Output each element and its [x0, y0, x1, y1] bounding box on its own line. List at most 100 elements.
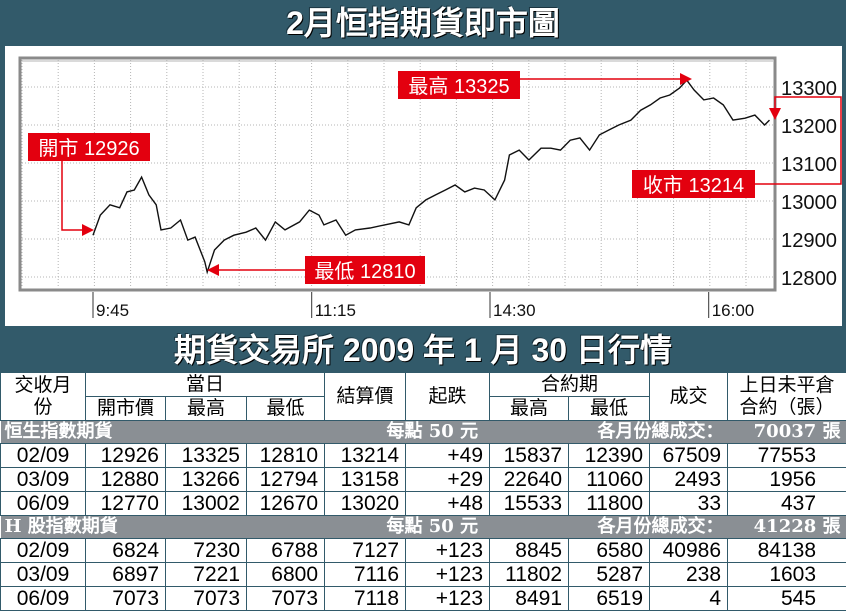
table-cell: 2493: [649, 467, 729, 492]
arrow-head-icon: [769, 108, 781, 120]
y-tick-label: 13200: [781, 116, 837, 138]
table-cell: 6824: [85, 538, 166, 563]
header-high: 最高: [165, 396, 247, 421]
table-cell: 13214: [324, 443, 407, 468]
section-title: 期貨交易所 2009 年 1 月 30 日行情: [0, 326, 846, 372]
section-row: 恒生指數期貨 每點 50 元 各月份總成交： 70037 張: [0, 420, 846, 444]
table-cell: 12770: [85, 491, 166, 516]
callouts: 開市 12926 最高 13325 最低 12810 收市 13214: [28, 71, 842, 284]
table-cell: 238: [649, 562, 729, 587]
x-tick-label: 16:00: [712, 301, 755, 320]
table-cell: 77553: [727, 443, 846, 468]
table-cell: 12670: [245, 491, 326, 516]
arrow-head-icon: [680, 73, 692, 85]
y-tick-label: 12800: [781, 268, 837, 290]
group-name: 恒生指數期貨: [0, 420, 325, 444]
callout-label: 最高 13325: [408, 75, 509, 98]
callout-box: [632, 170, 755, 198]
table-cell: 67509: [649, 443, 729, 468]
table-cell: +49: [405, 443, 491, 468]
table-row: 06/09 7073 7073 7073 7118 +123 8491 6519 4 545: [0, 586, 846, 611]
table-cell: 7127: [324, 538, 407, 563]
arrow-head-icon: [207, 264, 219, 276]
header-settle: 結算價: [324, 372, 407, 421]
header-month: 交收月份: [0, 372, 86, 421]
header-today: 當日: [84, 372, 326, 397]
table-cell: 7073: [245, 586, 326, 611]
table-cell: +29: [405, 467, 491, 492]
table-cell: 7118: [324, 586, 407, 611]
table-row: 03/09 12880 13266 12794 13158 +29 22640 11060 24…: [0, 467, 846, 492]
table-cell: 22640: [489, 467, 570, 492]
table-cell: 12810: [245, 443, 326, 468]
callout-box: [398, 71, 520, 99]
header-volume: 成交: [649, 372, 729, 421]
x-tick-label: 14:30: [493, 301, 536, 320]
table-cell: 6897: [85, 562, 166, 587]
table-row: 03/09 6897 7221 6800 7116 +123 11802 5287 238 160…: [0, 562, 846, 587]
header-low: 最低: [245, 396, 326, 421]
group-name: H 股指數期貨: [0, 515, 325, 539]
section-row: H 股指數期貨 每點 50 元 各月份總成交： 41228 張: [0, 515, 846, 539]
table-cell: 13266: [165, 467, 247, 492]
table-cell: 7073: [85, 586, 166, 611]
table-cell: 12926: [85, 443, 166, 468]
table-cell: 6519: [568, 586, 651, 611]
callout-box: [28, 133, 150, 161]
header-contract-low: 最低: [568, 396, 651, 421]
callout-label: 收市 13214: [643, 174, 744, 197]
callout-label: 最低 12810: [314, 260, 415, 283]
total-volume: 41228 張: [727, 515, 846, 539]
table-cell: 13002: [165, 491, 247, 516]
header-open: 開市價: [85, 396, 166, 421]
table-cell: 1956: [727, 467, 846, 492]
total-label: 各月份總成交：: [489, 515, 728, 539]
callout-label: 開市 12926: [38, 137, 139, 160]
table-cell: 03/09: [0, 562, 86, 587]
table-cell: 12880: [85, 467, 166, 492]
table-cell: +123: [405, 586, 491, 611]
table-cell: 11800: [568, 491, 651, 516]
table-cell: 5287: [568, 562, 651, 587]
table-cell: 13325: [165, 443, 247, 468]
table-row: 02/09 6824 7230 6788 7127 +123 8845 6580 40986 84…: [0, 538, 846, 563]
x-axis: 9:45 11:15 14:30 16:00: [92, 292, 755, 320]
futures-table: 交收月份 當日 結算價 起跌 合約期 成交 上日未平倉合約（張） 開市價 最高 …: [0, 372, 846, 611]
table-cell: 8491: [489, 586, 570, 611]
table-cell: 545: [727, 586, 846, 611]
table-cell: 13020: [324, 491, 407, 516]
arrow-head-icon: [82, 224, 94, 236]
total-volume: 70037 張: [727, 420, 846, 444]
table-cell: 7116: [324, 562, 407, 587]
table-cell: 6800: [245, 562, 326, 587]
table-cell: 1603: [727, 562, 846, 587]
price-line: [92, 79, 770, 275]
table-cell: 8845: [489, 538, 570, 563]
table-cell: 11060: [568, 467, 651, 492]
table-cell: 437: [727, 491, 846, 516]
table-cell: 84138: [727, 538, 846, 563]
table-cell: 12794: [245, 467, 326, 492]
x-tick-label: 9:45: [96, 301, 129, 320]
table-cell: 6788: [245, 538, 326, 563]
table-cell: 06/09: [0, 491, 86, 516]
table-cell: 12390: [568, 443, 651, 468]
table-cell: 06/09: [0, 586, 86, 611]
table-cell: 02/09: [0, 538, 86, 563]
table-cell: 13158: [324, 467, 407, 492]
table-cell: 40986: [649, 538, 729, 563]
table-cell: 7073: [165, 586, 247, 611]
chart-title: 2月恒指期貨即市圖: [0, 0, 846, 46]
y-axis: 12800 12900 13000 13100 13200 13300: [781, 78, 837, 290]
y-tick-label: 13300: [781, 78, 837, 100]
header-change: 起跌: [405, 372, 491, 421]
table-cell: 6580: [568, 538, 651, 563]
table-row: 02/09 12926 13325 12810 13214 +49 15837 12390 67…: [0, 443, 846, 468]
callout-box: [305, 256, 425, 284]
table-cell: 15533: [489, 491, 570, 516]
table-row: 06/09 12770 13002 12670 13020 +48 15533 11800 33…: [0, 491, 846, 516]
callout-line: [755, 96, 842, 185]
table-cell: +123: [405, 562, 491, 587]
table-cell: 7230: [165, 538, 247, 563]
table-cell: +123: [405, 538, 491, 563]
